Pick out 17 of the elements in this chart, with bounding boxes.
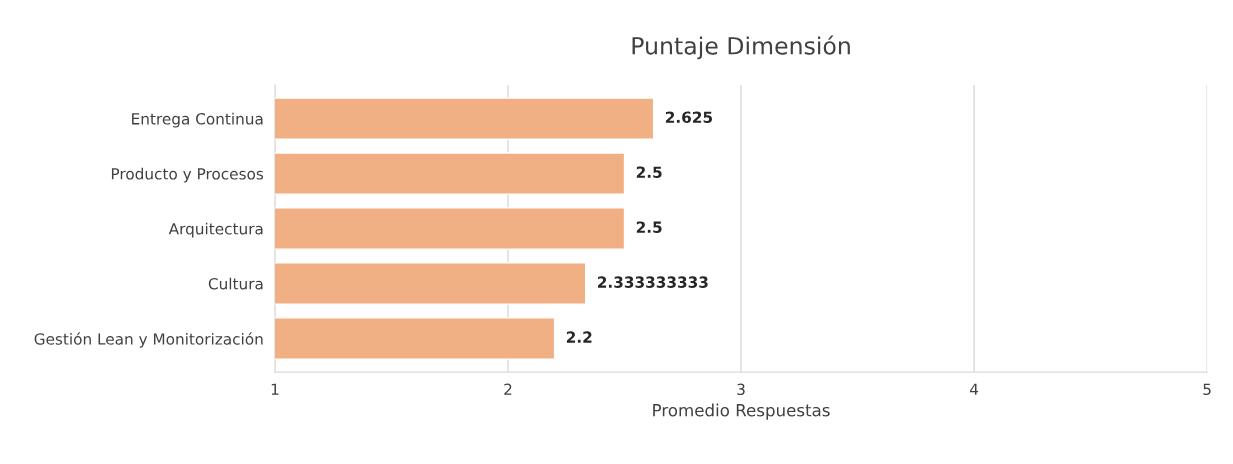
data-label: 2.2	[566, 331, 592, 343]
x-tick-label: 4	[969, 383, 979, 395]
y-tick-label: Gestión Lean y Monitorización	[34, 332, 263, 348]
x-tick-label: 1	[271, 383, 279, 395]
x-axis-title: Promedio Respuestas	[653, 403, 830, 420]
y-tick-label: Producto y Procesos	[111, 167, 264, 183]
y-tick-label: Arquitectura	[168, 222, 263, 238]
x-tick-label: 3	[737, 383, 745, 396]
y-tick-label: Cultura	[208, 277, 263, 290]
data-label: 2.5	[636, 166, 662, 178]
x-tick-label: 2	[504, 383, 512, 395]
x-tick-label: 5	[1203, 383, 1211, 396]
y-tick-label: Entrega Continua	[132, 112, 263, 128]
data-label: 2.625	[665, 111, 713, 124]
data-label: 2.5	[636, 221, 662, 233]
data-label: 2.333333333	[597, 276, 708, 288]
chart-title: Puntaje Dimensión	[632, 35, 850, 60]
